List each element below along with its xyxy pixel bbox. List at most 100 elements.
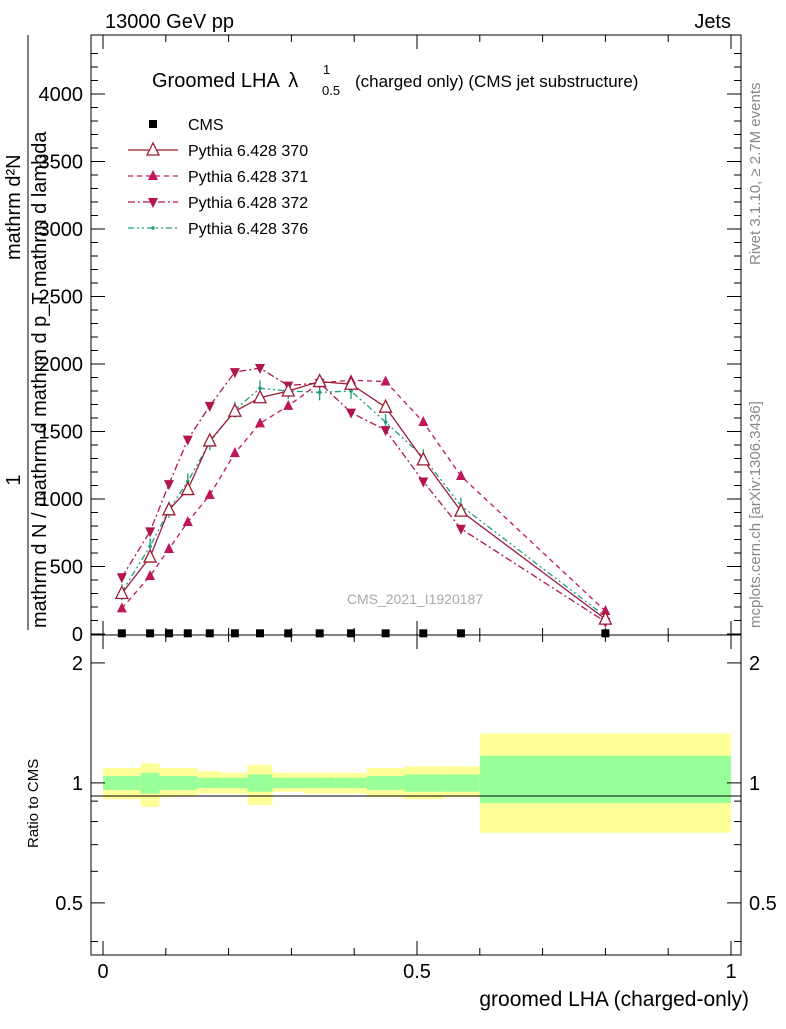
data-point <box>114 585 129 600</box>
data-point <box>598 610 613 625</box>
data-point <box>416 451 431 466</box>
ratio-band-inner <box>404 774 443 792</box>
main-y-tick-label: 0 <box>72 624 83 646</box>
data-point <box>255 417 265 428</box>
data-point <box>164 629 173 638</box>
ratio-band-inner <box>366 776 405 790</box>
data-point <box>453 502 469 517</box>
series-line <box>121 367 606 623</box>
chart-title-sup: 1 <box>323 62 330 77</box>
legend-label: Pythia 6.428 372 <box>188 195 308 212</box>
watermark: CMS_2021_I1920187 <box>347 591 483 607</box>
data-point <box>182 435 193 446</box>
data-point <box>601 629 610 638</box>
main-series-group <box>114 364 613 638</box>
series-cms <box>117 629 610 638</box>
ylabel-denominator: mathrm d N / mathrm d mathrm d p_T mathr… <box>29 131 51 628</box>
data-point <box>148 544 152 549</box>
data-point <box>117 629 126 638</box>
legend-marker <box>151 226 155 230</box>
data-point <box>283 399 294 410</box>
data-point <box>344 375 359 390</box>
series-line <box>121 379 606 612</box>
data-point <box>281 382 296 397</box>
legend-label: Pythia 6.428 370 <box>188 143 308 160</box>
legend-label: CMS <box>188 117 224 134</box>
data-point <box>317 390 322 395</box>
ratio-y-tick-label-right: 2 <box>749 653 760 675</box>
legend-entry: Pythia 6.428 370 <box>128 141 308 160</box>
data-point <box>145 569 156 580</box>
data-point <box>380 426 391 437</box>
ylabel-top: mathrm d²N <box>3 154 25 260</box>
main-y-tick-label: 3500 <box>39 152 84 174</box>
series-pythia-6-428-376 <box>120 380 608 625</box>
x-axis-label: groomed LHA (charged-only) <box>479 988 749 1011</box>
data-point <box>204 488 215 499</box>
data-point <box>163 480 174 491</box>
data-point <box>455 524 466 535</box>
data-point <box>252 389 268 404</box>
ratio-band-inner <box>103 776 141 790</box>
data-point <box>347 629 356 638</box>
ratio-plot-frame <box>90 634 742 956</box>
data-point <box>116 602 127 613</box>
rivet-label: Rivet 3.1.10, ≥ 2.7M events <box>747 83 764 266</box>
x-tick-label: 0 <box>97 961 108 983</box>
data-point <box>229 447 240 458</box>
ratio-y-tick-label-right: 0.5 <box>749 893 777 915</box>
x-tick-label: 0.5 <box>403 961 431 983</box>
x-tick-label: 1 <box>725 961 736 983</box>
ratio-band-inner <box>140 772 160 794</box>
data-point <box>600 605 611 616</box>
data-point <box>349 389 353 393</box>
data-point <box>161 501 176 516</box>
ratio-band-inner <box>442 774 480 792</box>
data-point <box>205 629 214 638</box>
ratio-y-tick-label: 0.5 <box>55 893 83 915</box>
main-y-tick-label: 2500 <box>39 287 84 309</box>
data-point <box>419 629 428 638</box>
ratio-band-inner <box>159 776 179 790</box>
legend-marker <box>149 120 157 128</box>
data-point <box>346 408 357 419</box>
ratio-axis-ticks: 0.5 0.5 1 1 2 2 0 0.5 1 <box>55 635 777 983</box>
chart-title-sub: 0.5 <box>322 83 340 98</box>
header-energy-label: 13000 GeV pp <box>105 11 234 33</box>
legend-marker <box>148 198 158 208</box>
data-point <box>163 542 174 553</box>
data-point <box>455 470 466 481</box>
ratio-band-inner <box>178 776 198 790</box>
main-y-tick-label: 1000 <box>39 489 84 511</box>
ylabel-numerator: 1 <box>3 474 25 485</box>
data-point <box>204 401 215 412</box>
data-point <box>146 629 155 638</box>
legend-label: Pythia 6.428 376 <box>188 221 308 238</box>
data-point <box>255 364 265 375</box>
data-point <box>315 629 324 638</box>
data-point <box>145 527 156 538</box>
header-jets-label: Jets <box>694 11 731 33</box>
mcplots-label: mcplots.cern.ch [arXiv:1306.3436] <box>747 401 764 628</box>
data-point <box>229 368 240 379</box>
ratio-plot-panel: 0.5 0.5 1 1 2 2 0 0.5 1 Ratio to CMS groomed LHA… <box>25 634 777 1011</box>
legend-marker <box>148 170 158 180</box>
data-point <box>182 515 193 526</box>
series-line <box>121 380 606 620</box>
ratio-band-inner <box>247 774 273 792</box>
ratio-bands <box>103 733 731 833</box>
data-point <box>381 629 390 638</box>
legend-label: Pythia 6.428 371 <box>188 169 308 186</box>
data-point <box>183 629 192 638</box>
main-y-tick-label: 500 <box>50 557 83 579</box>
data-point <box>256 629 264 638</box>
series-pythia-6-428-372 <box>116 364 611 628</box>
ratio-y-tick-label: 1 <box>72 773 83 795</box>
data-point <box>383 420 388 424</box>
ratio-band-inner <box>197 777 223 789</box>
data-point <box>378 398 393 413</box>
data-point <box>116 573 127 584</box>
ratio-band-inner <box>335 777 367 789</box>
ratio-y-tick-label-right: 1 <box>749 773 760 795</box>
